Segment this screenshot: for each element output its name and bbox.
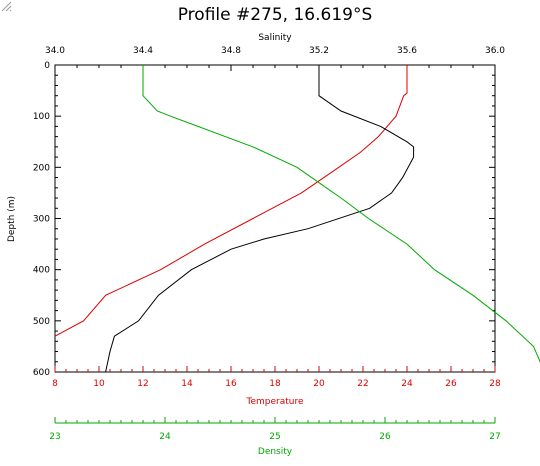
temperature-tick-label: 12 bbox=[137, 379, 148, 389]
temperature-tick-label: 10 bbox=[93, 379, 105, 389]
depth-axis-label: Depth (m) bbox=[7, 196, 17, 242]
salinity-tick-label: 35.6 bbox=[397, 46, 417, 56]
density-tick-label: 24 bbox=[159, 432, 171, 442]
data-series bbox=[54, 65, 540, 373]
salinity-tick-label: 34.0 bbox=[45, 46, 65, 56]
density-tick-label: 27 bbox=[489, 432, 500, 442]
temperature-tick-label: 18 bbox=[269, 379, 281, 389]
salinity-tick-label: 34.8 bbox=[221, 46, 241, 56]
depth-tick-label: 100 bbox=[33, 112, 50, 122]
temperature-tick-label: 26 bbox=[445, 379, 457, 389]
depth-tick-label: 400 bbox=[33, 266, 50, 276]
depth-tick-label: 0 bbox=[44, 61, 50, 71]
depth-tick-label: 500 bbox=[33, 317, 50, 327]
axis-ticks: 0 100 200 300 400 500 600 34.0 34.4 34.8 35.2 35.6 3… bbox=[33, 46, 505, 442]
density-axis-label: Density bbox=[258, 447, 293, 457]
chart-title: Profile #275, 16.619°S bbox=[178, 5, 373, 25]
density-tick-label: 23 bbox=[49, 432, 60, 442]
temperature-tick-label: 24 bbox=[401, 379, 413, 389]
temperature-tick-label: 28 bbox=[489, 379, 501, 389]
temperature-tick-label: 22 bbox=[357, 379, 368, 389]
temperature-tick-label: 8 bbox=[52, 379, 58, 389]
temperature-profile-line bbox=[54, 65, 408, 337]
density-profile-line bbox=[142, 65, 540, 363]
density-tick-label: 26 bbox=[379, 432, 391, 442]
plot-frame bbox=[54, 64, 496, 373]
temperature-tick-label: 14 bbox=[181, 379, 193, 389]
depth-tick-label: 200 bbox=[33, 163, 50, 173]
temperature-tick-label: 16 bbox=[225, 379, 237, 389]
salinity-tick-label: 36.0 bbox=[485, 46, 505, 56]
salinity-axis-label: Salinity bbox=[258, 33, 292, 43]
depth-tick-label: 300 bbox=[33, 215, 50, 225]
resize-grip-icon[interactable] bbox=[0, 0, 12, 12]
density-tick-label: 25 bbox=[269, 432, 280, 442]
salinity-tick-label: 35.2 bbox=[309, 46, 329, 56]
salinity-tick-label: 34.4 bbox=[133, 46, 153, 56]
temperature-axis-label: Temperature bbox=[245, 397, 303, 407]
temperature-tick-label: 20 bbox=[313, 379, 325, 389]
salinity-profile-line bbox=[105, 65, 415, 373]
depth-tick-label: 600 bbox=[33, 368, 50, 378]
